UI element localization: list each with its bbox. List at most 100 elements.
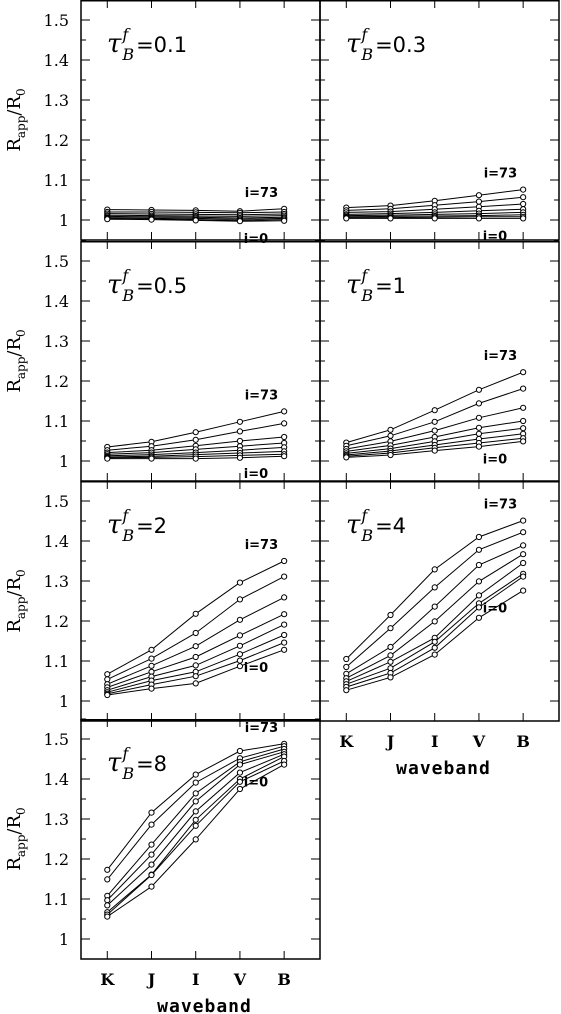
- y-axis-label-sub: app: [14, 834, 28, 857]
- data-point: [192, 779, 199, 786]
- data-point: [475, 198, 483, 205]
- y-tick-label: 1.5: [44, 11, 69, 30]
- data-point: [431, 644, 438, 651]
- y-tick-label: 1.1: [44, 171, 69, 190]
- data-point: [148, 685, 155, 692]
- y-tick-label: 1.3: [44, 91, 69, 110]
- data-point: [475, 533, 483, 541]
- y-axis-label-main: R: [4, 379, 25, 393]
- y-axis-label-sub: app: [14, 115, 28, 138]
- data-point: [104, 897, 111, 904]
- x-tick-label: I: [192, 970, 199, 989]
- x-tick-label: V: [472, 732, 486, 751]
- data-point: [148, 851, 155, 858]
- panel-title-value: =1: [375, 274, 406, 298]
- y-tick-label: 1.1: [44, 652, 69, 671]
- data-point: [475, 430, 483, 437]
- panel-title: τf B=4: [346, 506, 406, 545]
- annotation-top: i=73: [245, 186, 278, 201]
- data-point: [236, 785, 244, 793]
- data-point: [520, 186, 527, 193]
- data-point: [192, 662, 199, 669]
- data-point: [192, 429, 199, 436]
- data-point: [236, 769, 244, 776]
- panel-title-tau: τ: [346, 29, 361, 59]
- data-point: [343, 687, 350, 694]
- series-line: [346, 576, 524, 688]
- y-tick-label: 1.1: [44, 412, 69, 431]
- data-point: [281, 631, 288, 639]
- panel-1: 1 1.1 1.2 1.3 1.4 1.5 Rapp/R0 τf B=0.1 i=73 i=0: [4, 0, 321, 247]
- x-tick-label: I: [431, 732, 438, 751]
- panel-title-sub: B: [121, 45, 134, 64]
- y-tick-label: 1.5: [44, 252, 69, 271]
- data-point: [148, 216, 155, 223]
- panel-title-sup: f: [121, 744, 131, 763]
- data-point: [520, 200, 527, 208]
- data-point: [104, 455, 111, 462]
- annotation-top: i=73: [484, 167, 517, 182]
- panel-title: τf B=8: [107, 744, 167, 783]
- y-tick-label: 1.2: [44, 850, 69, 869]
- y-tick-label: 1: [59, 452, 69, 471]
- data-point: [281, 639, 288, 646]
- data-point: [387, 432, 394, 439]
- y-axis-label-sub: 0: [14, 329, 28, 337]
- data-point: [475, 578, 483, 585]
- data-point: [520, 194, 527, 201]
- annotation-bottom: i=0: [483, 229, 507, 244]
- annotation-top: i=73: [245, 538, 278, 553]
- data-point: [431, 566, 438, 573]
- data-point: [236, 761, 244, 768]
- annotation-top: i=73: [245, 721, 278, 736]
- data-point: [431, 447, 438, 454]
- data-point: [148, 655, 155, 662]
- data-point: [431, 603, 438, 610]
- data-point: [192, 771, 199, 778]
- y-tick-label: 1.3: [44, 332, 69, 351]
- data-point: [236, 632, 244, 639]
- y-axis-label: Rapp/R0: [4, 329, 28, 392]
- y-axis-label-sub: 0: [14, 88, 28, 96]
- data-point: [236, 663, 244, 670]
- y-axis-label-sub: 0: [14, 569, 28, 577]
- panel-title-value: =0.5: [136, 274, 187, 298]
- data-point: [281, 433, 288, 441]
- data-point: [431, 618, 438, 625]
- data-point: [431, 584, 438, 591]
- panel-title: τf B=0.5: [107, 266, 187, 305]
- data-point: [236, 657, 244, 664]
- data-point: [387, 658, 394, 665]
- data-point: [192, 836, 199, 843]
- annotation-bottom: i=0: [244, 467, 268, 482]
- data-point: [475, 604, 483, 611]
- data-point: [387, 652, 394, 659]
- data-point: [281, 408, 288, 415]
- panel-title: τf B=2: [107, 506, 167, 545]
- annotation-top: i=73: [484, 498, 517, 513]
- panel-title-value: =0.1: [136, 33, 187, 57]
- data-point: [431, 418, 438, 425]
- data-point: [387, 611, 394, 619]
- panel-title-sup: f: [121, 506, 131, 525]
- panel-title-tau: τ: [346, 510, 361, 540]
- series-line: [106, 743, 285, 871]
- data-point: [281, 594, 288, 601]
- panel-title-tau: τ: [346, 270, 361, 300]
- data-point: [520, 542, 527, 549]
- data-point: [192, 822, 199, 829]
- panel-title-tau: τ: [107, 748, 122, 778]
- y-tick-label: 1.4: [44, 292, 69, 311]
- annotation-bottom: i=0: [483, 452, 507, 467]
- data-point: [520, 385, 527, 392]
- x-axis-title: waveband: [157, 996, 252, 1014]
- data-point: [236, 418, 244, 425]
- y-axis-label: Rapp/R0: [4, 88, 28, 151]
- data-point: [236, 454, 244, 461]
- panel-title-sub: B: [121, 286, 134, 305]
- data-point: [104, 671, 111, 678]
- y-tick-label: 1.5: [44, 492, 69, 511]
- data-point: [104, 216, 111, 223]
- data-point: [148, 662, 155, 669]
